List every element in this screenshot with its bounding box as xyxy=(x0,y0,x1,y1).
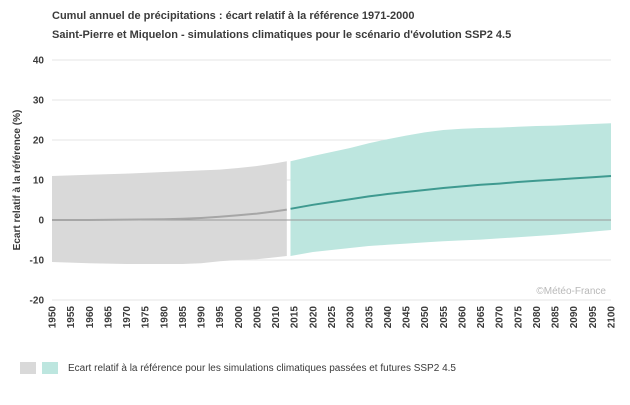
x-tick-label: 2045 xyxy=(402,306,413,329)
median-line-future xyxy=(290,175,612,210)
x-tick-label: 1965 xyxy=(103,306,114,329)
x-tick-label: 2080 xyxy=(532,306,543,329)
y-tick-label: 30 xyxy=(33,96,45,107)
x-tick-label: 1995 xyxy=(215,306,226,329)
x-tick-label: 2070 xyxy=(495,306,506,329)
x-tick-label: 2040 xyxy=(383,306,394,329)
legend-swatch-past xyxy=(20,362,36,374)
legend-swatch-future xyxy=(42,362,58,374)
x-tick-label: 1975 xyxy=(141,306,152,329)
chart-subtitle: Saint-Pierre et Miquelon - simulations c… xyxy=(52,29,512,41)
x-tick-label: 2020 xyxy=(308,306,319,329)
y-tick-label: 10 xyxy=(33,176,45,187)
x-tick-label: 2090 xyxy=(569,306,580,329)
x-tick-label: 2025 xyxy=(327,306,338,329)
x-tick-label: 2075 xyxy=(513,306,524,329)
x-tick-label: 2065 xyxy=(476,306,487,329)
x-tick-label: 1985 xyxy=(178,306,189,329)
median-line-past xyxy=(52,208,287,221)
x-tick-label: 2000 xyxy=(234,306,245,329)
band-layer xyxy=(52,123,611,264)
x-tick-label: 2100 xyxy=(607,306,618,329)
y-tick-label: 40 xyxy=(33,56,45,67)
x-tick-label: 1955 xyxy=(66,306,77,329)
y-tick-label: -20 xyxy=(30,296,45,307)
x-tick-label: 2055 xyxy=(439,306,450,329)
x-tick-label: 2030 xyxy=(346,306,357,329)
x-tick-label: 2095 xyxy=(588,306,599,329)
x-tick-label: 2060 xyxy=(457,306,468,329)
x-tick-label: 2035 xyxy=(364,306,375,329)
credit-watermark: ©Météo-France xyxy=(536,286,606,297)
x-tick-label: 2085 xyxy=(551,306,562,329)
x-tick-label: 1980 xyxy=(159,306,170,329)
chart-title: Cumul annuel de précipitations : écart r… xyxy=(52,10,415,22)
band-past xyxy=(52,161,287,264)
y-axis-label: Ecart relatif à la référence (%) xyxy=(12,110,23,251)
y-tick-label: -10 xyxy=(30,256,45,267)
legend: Ecart relatif à la référence pour les si… xyxy=(20,362,456,374)
band-future xyxy=(290,123,611,256)
x-tick-labels: 1950 1955 1960 1965 1970 1975 1980 1985 1990 1995… xyxy=(48,306,618,329)
y-tick-label: 0 xyxy=(38,216,44,227)
y-tick-labels: 40 30 20 10 0 -10 -20 xyxy=(30,56,45,307)
x-tick-label: 2005 xyxy=(253,306,264,329)
line-layer xyxy=(52,175,612,221)
x-tick-label: 2010 xyxy=(271,306,282,329)
x-tick-label: 2050 xyxy=(420,306,431,329)
legend-label: Ecart relatif à la référence pour les si… xyxy=(68,362,456,374)
x-tick-label: 1950 xyxy=(48,306,59,329)
x-tick-label: 1990 xyxy=(197,306,208,329)
y-tick-label: 20 xyxy=(33,136,45,147)
x-tick-label: 1960 xyxy=(85,306,96,329)
x-tick-label: 1970 xyxy=(122,306,133,329)
x-tick-label: 2015 xyxy=(290,306,301,329)
